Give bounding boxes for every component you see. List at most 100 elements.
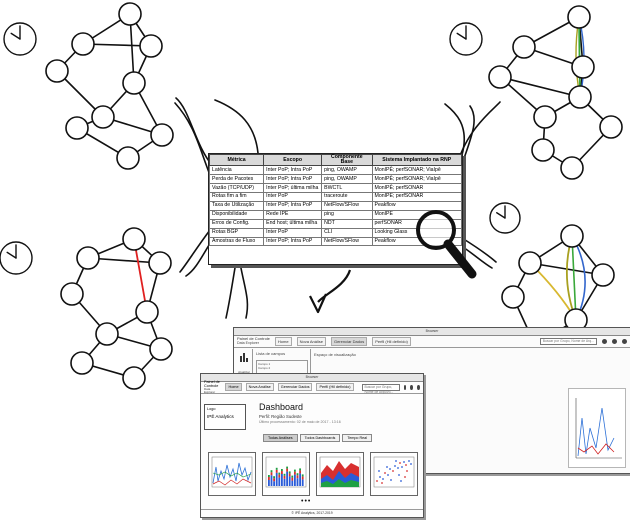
tab-profile[interactable]: Perfil (Hil definido)	[316, 383, 354, 391]
tab-all-dashboards[interactable]: Todos Dashboards	[299, 434, 341, 442]
table-cell: MonIPÊ; perfSONAR; ViaIpê	[371, 174, 463, 185]
tab-home[interactable]: Home	[225, 383, 242, 391]
graph-node	[560, 224, 584, 248]
bar	[299, 473, 301, 486]
magnifier-icon	[416, 210, 477, 279]
graph-node	[60, 282, 84, 306]
bar	[301, 479, 304, 486]
tab-manage-data[interactable]: Gerenciar Dados	[277, 383, 313, 391]
graph-node	[518, 251, 542, 275]
scatter-point	[376, 480, 378, 482]
logo-name: IPÊ Analytics	[207, 414, 234, 419]
table-cell: Amostras de Fluxo	[208, 236, 265, 247]
bar	[296, 473, 299, 476]
dashboard-thumbnail-timeseries[interactable]	[208, 452, 256, 496]
graph-node	[95, 322, 119, 346]
connector-line	[214, 99, 259, 154]
graph-node	[122, 227, 146, 251]
table-cell: NetFlow/SFlow	[321, 200, 373, 211]
dashboard-thumbnail-scatter[interactable]	[370, 452, 418, 496]
more-indicator[interactable]: •••	[301, 498, 312, 505]
panel-subtitle: Data Explorer	[237, 340, 259, 345]
search-input[interactable]: Buscar por Grupo, Nome de Arq...	[539, 338, 597, 345]
bar-chart-icon[interactable]	[236, 349, 252, 365]
gear-icon[interactable]	[612, 339, 617, 344]
table-cell: Peakflow	[371, 236, 463, 247]
bar	[281, 469, 283, 471]
table-cell: Rotas BGP	[208, 227, 265, 238]
tab-home[interactable]: Home	[274, 337, 292, 346]
graph-node	[148, 251, 172, 275]
scatter-point	[406, 470, 408, 472]
field-list-header: Lista de campos	[256, 351, 286, 356]
panel-title: Painel de Controle	[237, 336, 270, 342]
tab-all-analyses[interactable]: Todas Análises	[263, 434, 298, 442]
table-cell: MonIPÊ; perfSONAR	[371, 192, 463, 202]
bar	[286, 471, 288, 486]
list-item[interactable]: Campo 2	[258, 366, 271, 370]
graph-node	[568, 85, 592, 109]
bar	[291, 477, 294, 481]
table-cell: traceroute	[321, 192, 373, 202]
bar	[288, 471, 291, 474]
tab-real-time[interactable]: Tempo Real	[342, 434, 373, 442]
connector-line	[444, 103, 465, 156]
table-header: Escopo	[263, 153, 323, 167]
graph-node	[150, 123, 174, 147]
bar	[281, 474, 283, 486]
clock-icon	[0, 241, 33, 275]
tab-new-analysis[interactable]: Nova Análise	[245, 383, 274, 391]
scatter-point	[384, 472, 386, 474]
connector-line	[175, 97, 213, 166]
bar	[278, 477, 281, 486]
list-item[interactable]: Campo 1	[258, 362, 271, 366]
navbar: Painel de Controle Data Explorer Home No…	[201, 380, 423, 394]
bar	[275, 472, 278, 486]
user-icon[interactable]	[622, 339, 627, 344]
dashboard-thumbnail-bars[interactable]	[262, 452, 310, 496]
table-header: Sistema Implantado na RNP	[371, 153, 463, 167]
table-row: Amostras de Fluxo Inter PoP; Intra PoP Net…	[208, 236, 463, 247]
search-input[interactable]: Buscar por Grupo, Nome de Arquivo...	[361, 383, 400, 394]
bar	[296, 478, 299, 486]
scatter-point	[408, 460, 410, 462]
tab-manage-data[interactable]: Gerenciar Dados	[330, 337, 368, 346]
bar	[286, 468, 288, 472]
sidebar-label[interactable]: Atualizar	[238, 370, 250, 374]
filter-tabs: Todas Análises Todos Dashboards Tempo Re…	[263, 434, 373, 442]
table-cell: Inter PoP; Intra PoP	[263, 174, 323, 185]
scatter-point	[399, 462, 401, 464]
bar-thumbnail-chart	[265, 456, 307, 488]
table-cell: ping, OWAMP	[321, 174, 373, 185]
bar	[273, 476, 275, 479]
metrics-table: Métrica Escopo Componente Base Sistema I…	[208, 153, 463, 265]
table-row: Taxa de Utilização Inter PoP; Intra PoP Ne…	[208, 200, 463, 211]
graph-node	[71, 32, 95, 56]
tab-new-analysis[interactable]: Nova Análise	[296, 337, 326, 346]
table-cell: Inter PoP; Intra PoP	[263, 236, 323, 247]
logo-label: Logo	[207, 407, 216, 411]
scatter-point	[398, 474, 400, 476]
scatter-point	[390, 479, 392, 481]
table-row: Vazão (TCP/UDP) Inter PoP; última milha BW…	[208, 183, 463, 194]
clock-icon	[3, 22, 37, 56]
table-cell: Rede IPÊ	[263, 209, 323, 220]
bell-icon[interactable]	[403, 384, 407, 390]
network-graph-1	[45, 2, 174, 170]
bell-icon[interactable]	[602, 339, 607, 344]
table-cell: Inter PoP	[263, 192, 323, 202]
table-header: Componente Base	[321, 153, 373, 167]
scatter-point	[378, 470, 380, 472]
bar	[283, 473, 286, 476]
user-icon[interactable]	[417, 384, 420, 390]
bar	[301, 474, 304, 477]
gear-icon[interactable]	[410, 384, 414, 390]
table-cell: Vazão (TCP/UDP)	[208, 183, 265, 194]
bar	[286, 466, 288, 469]
tab-profile[interactable]: Perfil (Hil definido)	[372, 337, 411, 346]
dashboard-thumbnail-area[interactable]	[316, 452, 364, 496]
connector-line	[239, 262, 249, 319]
scatter-point	[397, 467, 399, 469]
table-cell: End host; última milha	[263, 218, 323, 229]
